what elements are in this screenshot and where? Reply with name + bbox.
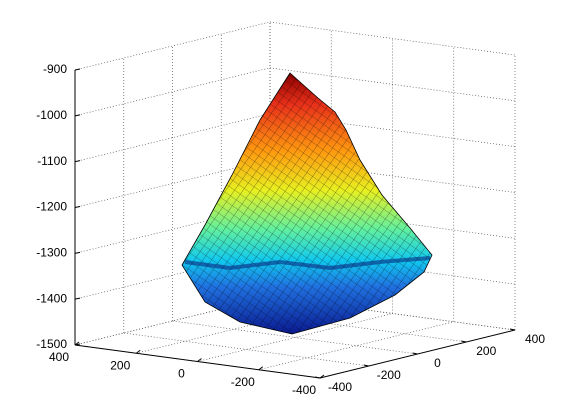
tick-mark — [319, 374, 325, 379]
y-tick-label: -200 — [377, 368, 401, 382]
x-tick-label: 0 — [178, 367, 185, 381]
grid-line — [269, 296, 516, 331]
tick-mark — [314, 376, 321, 379]
y-tick-label: 0 — [434, 356, 441, 370]
tick-mark — [74, 206, 81, 208]
y-tick-label: 200 — [476, 344, 496, 358]
grid-line — [74, 159, 271, 208]
grid-line — [74, 21, 271, 71]
grid-line — [74, 67, 271, 117]
z-tick-label: -1200 — [36, 200, 67, 214]
grid-line — [221, 308, 467, 343]
z-tick-label: -1300 — [36, 246, 67, 260]
z-tick-label: -1500 — [36, 337, 67, 351]
tick-mark — [135, 349, 141, 354]
grid-line — [74, 250, 271, 300]
grid-line — [74, 204, 271, 254]
y-tick-label: -400 — [328, 380, 352, 394]
grid-line — [269, 159, 516, 193]
tick-mark — [74, 297, 81, 300]
tick-mark — [363, 364, 369, 367]
tick-mark — [258, 366, 264, 371]
grid-line — [197, 313, 393, 362]
z-tick-label: -1100 — [37, 154, 67, 168]
x-tick-label: 200 — [110, 358, 130, 372]
grid-line — [258, 321, 454, 371]
grid-line — [74, 113, 271, 163]
grid-line — [123, 332, 369, 367]
tick-mark — [412, 352, 418, 355]
tick-mark — [74, 251, 81, 254]
x-tick-label: -200 — [231, 375, 255, 389]
z-tick-label: -1000 — [36, 108, 67, 122]
x-tick-label: -400 — [292, 383, 316, 397]
grid-line — [136, 304, 332, 354]
x-tick-label: 400 — [49, 350, 69, 364]
grid-line — [269, 67, 516, 102]
grid-line — [74, 296, 271, 346]
grid-line — [269, 21, 516, 56]
y-tick-label: 400 — [525, 332, 545, 346]
tick-mark — [197, 358, 202, 362]
tick-mark — [74, 114, 81, 117]
grid-line — [172, 320, 418, 355]
z-tick-label: -900 — [43, 62, 67, 76]
tick-mark — [74, 68, 81, 71]
tick-mark — [74, 160, 81, 163]
surface — [181, 72, 433, 335]
z-tick-label: -1400 — [36, 291, 67, 305]
tick-mark — [461, 340, 467, 343]
tick-mark — [509, 328, 516, 331]
tick-mark — [74, 341, 80, 346]
